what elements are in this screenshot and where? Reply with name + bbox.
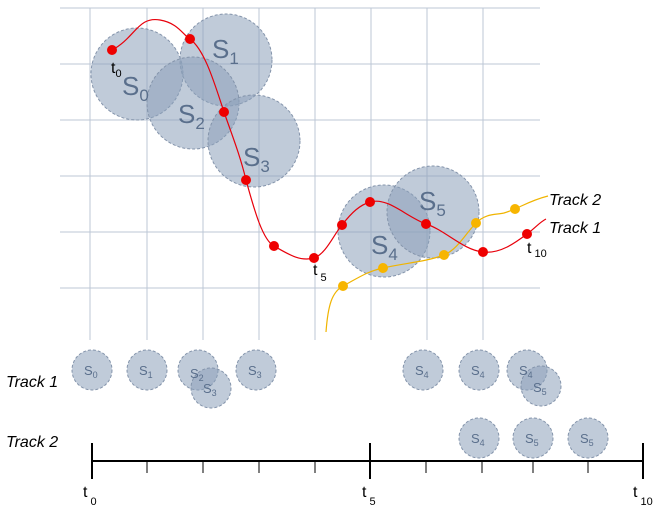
row2-label-s5: S5 — [525, 431, 539, 448]
row1-label-s4c: S4 — [519, 363, 533, 380]
track1-point — [219, 107, 229, 117]
row2-s5b-circle — [567, 417, 609, 459]
track2-row-circles — [458, 417, 609, 459]
track1-row-labels: S0 S1 S2 S3 S3 S4 S4 S4 S5 — [84, 363, 547, 398]
track1-points — [107, 34, 532, 263]
set-s3-circle — [207, 94, 301, 188]
track2-row-labels: S4 S5 S5 — [471, 431, 594, 448]
track2-points — [338, 204, 520, 291]
track2-point — [510, 204, 520, 214]
row-label-track2: Track 2 — [6, 434, 58, 451]
row2-s4-circle — [458, 417, 500, 459]
label-s2: S2 — [178, 99, 205, 133]
row2-label-s5b: S5 — [580, 431, 594, 448]
row1-label-s3b: S3 — [248, 363, 262, 380]
track1-point — [478, 247, 488, 257]
track1-point — [185, 34, 195, 44]
timeline-label-t10: t10 — [633, 484, 653, 508]
upper-label-t10: t 10 — [527, 240, 547, 260]
label-s3: S3 — [243, 142, 270, 176]
label-s0: S0 — [122, 71, 149, 105]
big-set-circles — [90, 13, 480, 278]
track2-point — [439, 250, 449, 260]
track2-point — [338, 281, 348, 291]
track1-point — [337, 220, 347, 230]
label-s1: S1 — [212, 34, 239, 68]
track1-point — [107, 45, 117, 55]
row1-s4b-circle — [458, 349, 500, 391]
row1-s5-circle — [520, 365, 562, 407]
row-label-track1: Track 1 — [6, 374, 58, 391]
track1-row-circles — [71, 349, 562, 409]
timeline-axis — [91, 443, 644, 479]
upper-label-t0: t0 — [111, 60, 122, 80]
row1-s4-circle — [402, 349, 444, 391]
row1-label-s3: S3 — [203, 381, 217, 398]
row1-label-s5: S5 — [533, 380, 547, 397]
row1-s0-circle — [71, 349, 113, 391]
big-set-labels: S0 S1 S2 S3 S4 S5 — [122, 34, 446, 264]
row1-s1-circle — [126, 349, 168, 391]
track1-point — [522, 229, 532, 239]
row1-label-s2: S2 — [190, 366, 204, 383]
legend-track1: Track 1 — [549, 220, 601, 237]
track1-point — [241, 175, 251, 185]
row1-label-s4b: S4 — [471, 363, 485, 380]
row1-label-s4: S4 — [415, 363, 429, 380]
track1-point — [269, 241, 279, 251]
row1-s3-circle — [190, 367, 232, 409]
row1-s3b-circle — [235, 349, 277, 391]
timeline-minor-ticks — [146, 461, 589, 473]
label-s4: S4 — [371, 230, 398, 264]
legend-track2: Track 2 — [549, 192, 601, 209]
label-s5: S5 — [419, 186, 446, 220]
row2-label-s4: S4 — [471, 431, 485, 448]
track2-point — [471, 218, 481, 228]
row1-label-s0: S0 — [84, 363, 98, 380]
track1-point — [365, 197, 375, 207]
timeline-label-t5: t5 — [362, 484, 376, 508]
row2-s5-circle — [512, 417, 554, 459]
track2-point — [378, 263, 388, 273]
track1-point — [421, 219, 431, 229]
row1-label-s1: S1 — [139, 363, 153, 380]
timeline-label-t0: t0 — [83, 484, 97, 508]
track1-point — [309, 253, 319, 263]
